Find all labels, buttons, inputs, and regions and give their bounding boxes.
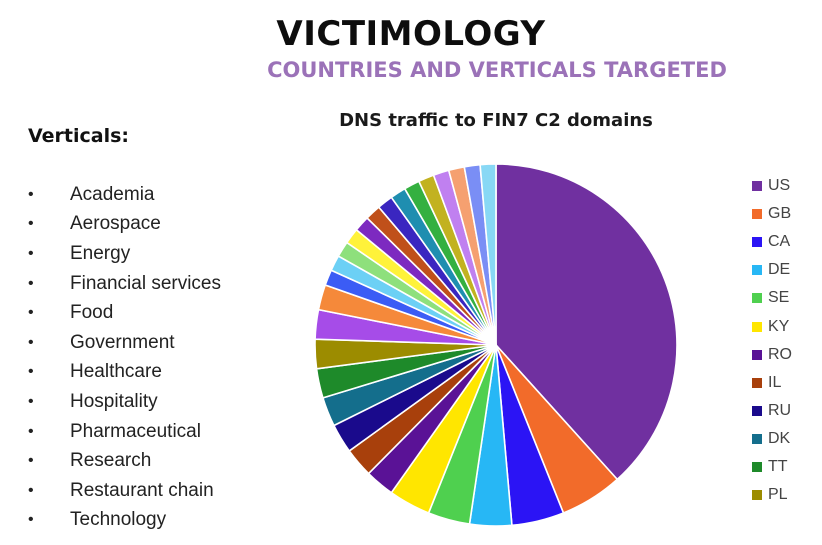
legend-label: PL: [768, 486, 788, 504]
bullet-icon: •: [28, 244, 34, 262]
legend-item-il: IL: [752, 369, 792, 397]
vertical-label: Academia: [70, 183, 155, 205]
legend-item-ca: CA: [752, 228, 792, 256]
vertical-item: • Financial services: [28, 269, 221, 299]
legend-swatch: [752, 349, 762, 360]
chart-title: DNS traffic to FIN7 C2 domains: [339, 110, 653, 131]
legend-label: KY: [768, 317, 790, 335]
bullet-icon: •: [28, 215, 34, 233]
legend-item-gb: GB: [752, 200, 792, 228]
vertical-item: • Hospitality: [28, 387, 221, 417]
vertical-label: Energy: [70, 242, 131, 264]
bullet-icon: •: [28, 333, 34, 351]
legend-item-ru: RU: [752, 397, 792, 425]
legend-swatch: [752, 209, 762, 220]
vertical-item: • Pharmaceutical: [28, 417, 221, 447]
vertical-item: • Technology: [28, 506, 221, 536]
vertical-label: Financial services: [70, 272, 221, 294]
vertical-label: Healthcare: [70, 361, 162, 383]
legend-swatch: [752, 265, 762, 276]
legend-swatch: [752, 433, 762, 444]
vertical-item: • Restaurant chain: [28, 476, 221, 506]
pie-slice: [479, 163, 497, 346]
bullet-icon: •: [28, 392, 34, 410]
legend-item-se: SE: [752, 284, 792, 312]
pie-slice-us: [495, 163, 678, 481]
vertical-item: • Food: [28, 298, 221, 328]
vertical-label: Restaurant chain: [70, 479, 214, 501]
legend-item-dk: DK: [752, 425, 792, 453]
bullet-icon: •: [28, 185, 34, 203]
legend-swatch: [752, 293, 762, 304]
vertical-label: Technology: [70, 509, 167, 531]
bullet-icon: •: [28, 452, 34, 470]
legend-label: RU: [768, 401, 792, 419]
vertical-item: • Healthcare: [28, 358, 221, 388]
legend-item-ro: RO: [752, 341, 792, 369]
legend-label: CA: [768, 233, 791, 251]
verticals-heading: Verticals:: [28, 125, 130, 147]
vertical-label: Government: [70, 331, 175, 353]
vertical-label: Hospitality: [70, 390, 158, 412]
legend-swatch: [752, 461, 762, 472]
legend-item-de: DE: [752, 256, 792, 284]
legend-label: DE: [768, 261, 791, 279]
bullet-icon: •: [28, 363, 34, 381]
legend-label: IL: [768, 373, 782, 391]
legend-item-tt: TT: [752, 453, 792, 481]
bullet-icon: •: [28, 511, 34, 529]
bullet-icon: •: [28, 481, 34, 499]
vertical-label: Pharmaceutical: [70, 420, 201, 442]
legend-item-pl: PL: [752, 481, 792, 509]
legend-swatch: [752, 377, 762, 388]
legend-swatch: [752, 321, 762, 332]
page-title: VICTIMOLOGY: [276, 14, 546, 54]
bullet-icon: •: [28, 304, 34, 322]
legend-item-us: US: [752, 172, 792, 200]
legend-label: DK: [768, 429, 791, 447]
pie-chart: [314, 163, 678, 527]
vertical-item: • Government: [28, 328, 221, 358]
legend-swatch: [752, 181, 762, 192]
legend-label: TT: [768, 457, 788, 475]
bullet-icon: •: [28, 274, 34, 292]
page-subtitle: COUNTRIES AND VERTICALS TARGETED: [267, 58, 727, 82]
vertical-item: • Research: [28, 446, 221, 476]
legend-swatch: [752, 490, 762, 501]
vertical-label: Aerospace: [70, 213, 161, 235]
vertical-item: • Aerospace: [28, 210, 221, 240]
legend-swatch: [752, 237, 762, 248]
legend-label: SE: [768, 289, 790, 307]
legend-label: GB: [768, 205, 792, 223]
verticals-list: • Academia • Aerospace • Energy • Financial ser…: [28, 180, 221, 535]
legend-label: RO: [768, 345, 792, 363]
legend-label: US: [768, 177, 791, 195]
vertical-item: • Energy: [28, 239, 221, 269]
vertical-label: Food: [70, 302, 114, 324]
legend-swatch: [752, 405, 762, 416]
vertical-label: Research: [70, 450, 152, 472]
bullet-icon: •: [28, 422, 34, 440]
vertical-item: • Academia: [28, 180, 221, 210]
chart-legend: US GB CA DE SE KY RO IL RU DK TT PL: [752, 172, 792, 509]
legend-item-ky: KY: [752, 312, 792, 340]
